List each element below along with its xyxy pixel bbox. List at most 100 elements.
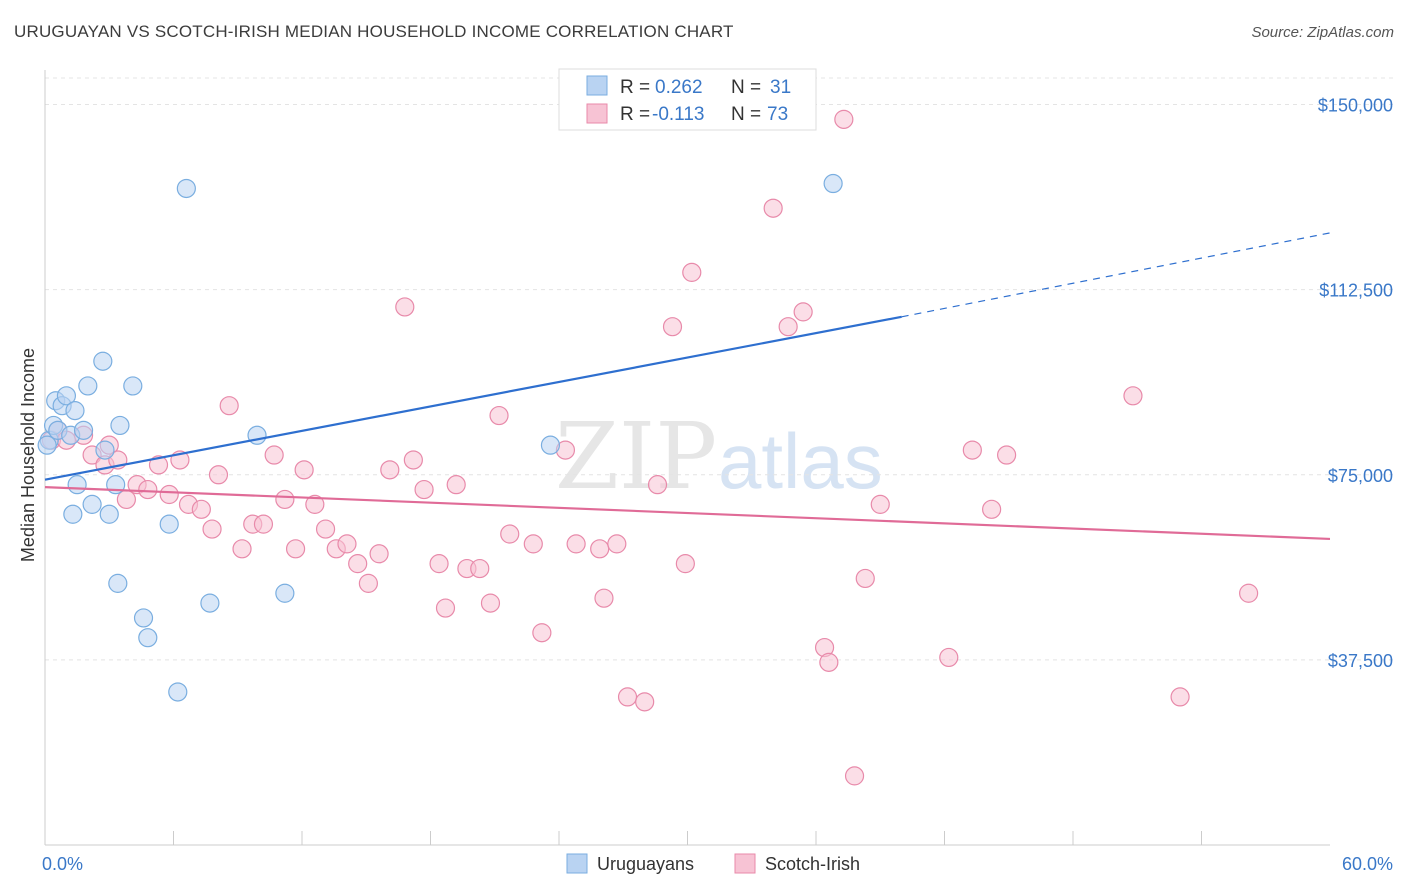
uruguayan-point	[133, 608, 154, 628]
scotch-irish-point	[1239, 583, 1259, 603]
scotch-irish-point	[348, 554, 368, 574]
scotch-irish-point	[264, 445, 284, 465]
scotch-irish-point	[962, 440, 982, 460]
scotch-irish-point	[337, 534, 357, 554]
legend-r-label-1: R =	[620, 77, 650, 98]
uruguayan-point	[78, 376, 98, 396]
scotch-irish-point	[148, 455, 169, 475]
y-tick-label: $112,500	[1319, 281, 1393, 301]
scotch-irish-point	[635, 692, 655, 712]
scotch-irish-point	[566, 534, 586, 554]
scotch-irish-point	[675, 554, 695, 574]
scotch-irish-point	[682, 262, 702, 282]
uruguayan-point	[56, 386, 77, 406]
legend-r-label-2: R =	[620, 104, 650, 125]
legend-n-value-2: 73	[767, 104, 788, 125]
series-legend: Uruguayans Scotch-Irish	[566, 853, 860, 874]
watermark-atlas: atlas	[718, 417, 883, 505]
scotch-irish-point	[191, 499, 211, 519]
scotch-irish-point	[939, 647, 959, 668]
uruguayan-point	[73, 420, 94, 440]
legend-swatch-scotch-irish	[586, 103, 608, 124]
uruguayan-point	[65, 401, 85, 421]
scotch-irish-point	[997, 445, 1017, 465]
scotch-irish-point	[414, 479, 434, 500]
uruguayan-point	[37, 435, 57, 455]
scotch-irish-point	[532, 623, 552, 643]
y-axis-label: Median Household Income	[18, 348, 38, 562]
uruguayan-point	[200, 593, 220, 613]
x-tick-label: 0.0%	[42, 854, 83, 874]
scotch-irish-point	[429, 554, 449, 574]
uruguayan-point	[93, 351, 113, 371]
uruguayan-point	[95, 440, 115, 460]
y-tick-label: $150,000	[1318, 96, 1393, 116]
scotch-irish-point	[523, 534, 543, 554]
scotch-irish-point	[138, 479, 158, 500]
x-tick-label: 60.0%	[1342, 854, 1393, 874]
uruguayan-point	[275, 583, 295, 603]
legend-n-value-1: 31	[770, 77, 791, 98]
scotch-irish-point	[647, 475, 668, 495]
axes	[44, 70, 1330, 846]
scotch-irish-point	[294, 460, 314, 480]
correlation-legend: R = 0.262 N = 31 R = -0.113 N = 73	[558, 68, 817, 131]
bottom-legend-label-scotch-irish: Scotch-Irish	[765, 854, 860, 874]
uruguayan-point	[138, 628, 158, 648]
uruguayan-point	[823, 173, 843, 194]
legend-n-label-2: N =	[731, 104, 761, 125]
uruguayan-point	[168, 682, 188, 702]
scotch-irish-point	[403, 450, 423, 470]
trendlines	[44, 232, 1331, 541]
uruguayan-point	[99, 504, 119, 524]
legend-n-label-1: N =	[731, 77, 761, 98]
scotch-irish-point	[793, 302, 813, 322]
scotch-irish-point	[590, 539, 610, 559]
scotch-irish-trendline	[44, 486, 1331, 541]
scotch-irish-point	[219, 396, 239, 416]
bottom-legend-label-uruguayans: Uruguayans	[597, 854, 694, 874]
scotch-irish-point	[607, 534, 627, 554]
uruguayan-point	[176, 178, 196, 199]
scotch-irish-point	[763, 198, 783, 218]
gridlines	[45, 77, 1395, 661]
uruguayans-trendline-extension	[901, 232, 1331, 318]
legend-r-value-2: -0.113	[652, 104, 704, 125]
scotch-irish-point	[435, 598, 456, 618]
x-tick-labels: 0.0% 60.0%	[42, 854, 1393, 874]
y-tick-label: $75,000	[1328, 466, 1393, 486]
legend-r-value-1: 0.262	[655, 77, 703, 98]
scotch-irish-point	[480, 593, 501, 613]
scotch-irish-point	[446, 475, 466, 495]
uruguayan-point	[540, 435, 561, 455]
scotch-irish-point	[395, 297, 415, 317]
scotch-irish-point	[489, 405, 509, 426]
uruguayan-point	[82, 494, 102, 514]
scotch-irish-point	[208, 465, 229, 485]
scotch-irish-point	[778, 317, 798, 337]
scotch-irish-point	[232, 539, 252, 559]
uruguayan-point	[63, 504, 83, 524]
scotch-irish-point	[855, 568, 875, 589]
y-tick-label: $37,500	[1328, 651, 1393, 671]
scotch-irish-point	[202, 519, 222, 539]
scotch-irish-point	[834, 109, 854, 129]
scotch-irish-point	[1170, 687, 1190, 707]
bottom-legend-swatch-scotch-irish	[734, 853, 756, 874]
scotch-irish-point	[369, 544, 389, 564]
uruguayans-points	[37, 173, 843, 702]
uruguayan-point	[108, 573, 128, 593]
scotch-irish-point	[285, 539, 306, 559]
scotch-irish-point	[844, 766, 865, 786]
scotch-irish-point	[500, 524, 520, 544]
scotch-irish-point	[358, 573, 378, 593]
scotch-irish-point	[1123, 386, 1143, 406]
scotch-irish-point	[159, 484, 179, 505]
bottom-legend-swatch-uruguayans	[566, 853, 588, 874]
uruguayan-point	[110, 415, 130, 436]
y-tick-labels: $37,500 $75,000 $112,500 $150,000	[1318, 96, 1393, 671]
scotch-irish-point	[617, 687, 638, 707]
legend-swatch-uruguayans	[586, 75, 608, 96]
chart-title: URUGUAYAN VS SCOTCH-IRISH MEDIAN HOUSEHO…	[14, 22, 734, 41]
